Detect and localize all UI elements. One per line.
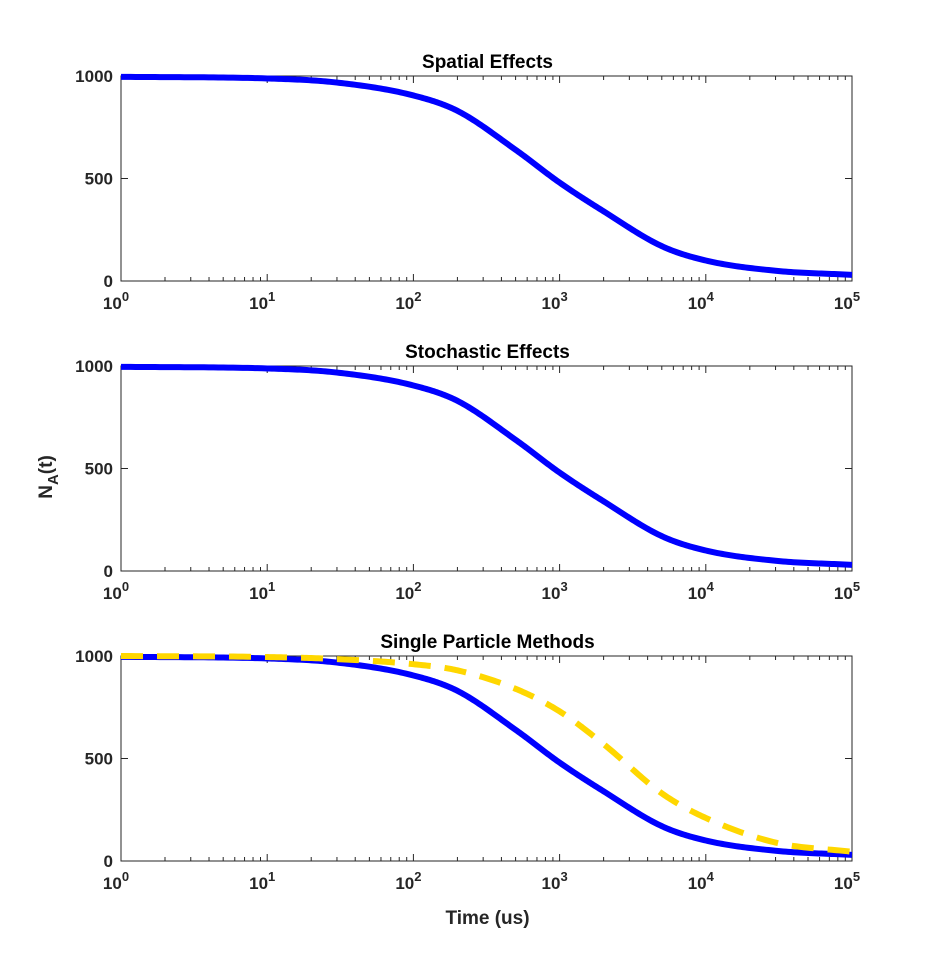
x-tick-label: 100 xyxy=(103,869,129,893)
subplot-spatial-effects: Spatial Effects 0 500 1000 100 101 102 103 104 1… xyxy=(75,52,860,313)
series-line xyxy=(120,73,853,278)
y-tick-label: 1000 xyxy=(75,647,113,666)
y-axis-label: NA(t) xyxy=(36,455,62,499)
x-tick-label: 105 xyxy=(834,869,860,893)
x-axis-label: Time (us) xyxy=(445,908,529,929)
x-tick-label: 101 xyxy=(249,869,275,893)
x-tick-label: 105 xyxy=(834,289,860,313)
y-axis-label-suffix: (t) xyxy=(36,455,57,474)
y-tick-label: 500 xyxy=(85,170,113,189)
y-axis-label-base: N xyxy=(36,485,57,499)
x-tick-label: 103 xyxy=(542,579,568,603)
x-tick-label: 100 xyxy=(103,579,129,603)
y-axis-label-subscript: A xyxy=(45,474,62,485)
chart-title: Single Particle Methods xyxy=(380,632,594,653)
y-tick-label: 500 xyxy=(85,750,113,769)
series-line xyxy=(120,363,853,568)
y-tick-label: 500 xyxy=(85,460,113,479)
x-tick-label: 104 xyxy=(688,869,715,893)
series-line xyxy=(120,653,853,858)
x-tick-label: 105 xyxy=(834,579,860,603)
x-tick-label: 102 xyxy=(395,579,421,603)
x-tick-label: 102 xyxy=(395,869,421,893)
chart-title: Spatial Effects xyxy=(422,52,553,73)
x-tick-label: 104 xyxy=(688,289,715,313)
subplot-stochastic-effects: Stochastic Effects NA(t) 0 500 1000 100 101 1… xyxy=(36,342,860,603)
chart-title: Stochastic Effects xyxy=(405,342,570,363)
series-line-dashed xyxy=(120,653,853,855)
subplot-single-particle-methods: Single Particle Methods Time (us) 0 500 10… xyxy=(75,632,860,929)
x-tick-label: 103 xyxy=(542,289,568,313)
plot-area-frame xyxy=(120,365,853,572)
plot-area-frame xyxy=(120,75,853,282)
y-tick-label: 0 xyxy=(104,272,113,291)
x-tick-label: 101 xyxy=(249,579,275,603)
x-tick-label: 100 xyxy=(103,289,129,313)
x-tick-label: 103 xyxy=(542,869,568,893)
y-tick-label: 0 xyxy=(104,562,113,581)
y-tick-label: 0 xyxy=(104,852,113,871)
x-tick-label: 101 xyxy=(249,289,275,313)
y-tick-label: 1000 xyxy=(75,357,113,376)
y-tick-label: 1000 xyxy=(75,67,113,86)
x-tick-label: 104 xyxy=(688,579,715,603)
x-tick-label: 102 xyxy=(395,289,421,313)
